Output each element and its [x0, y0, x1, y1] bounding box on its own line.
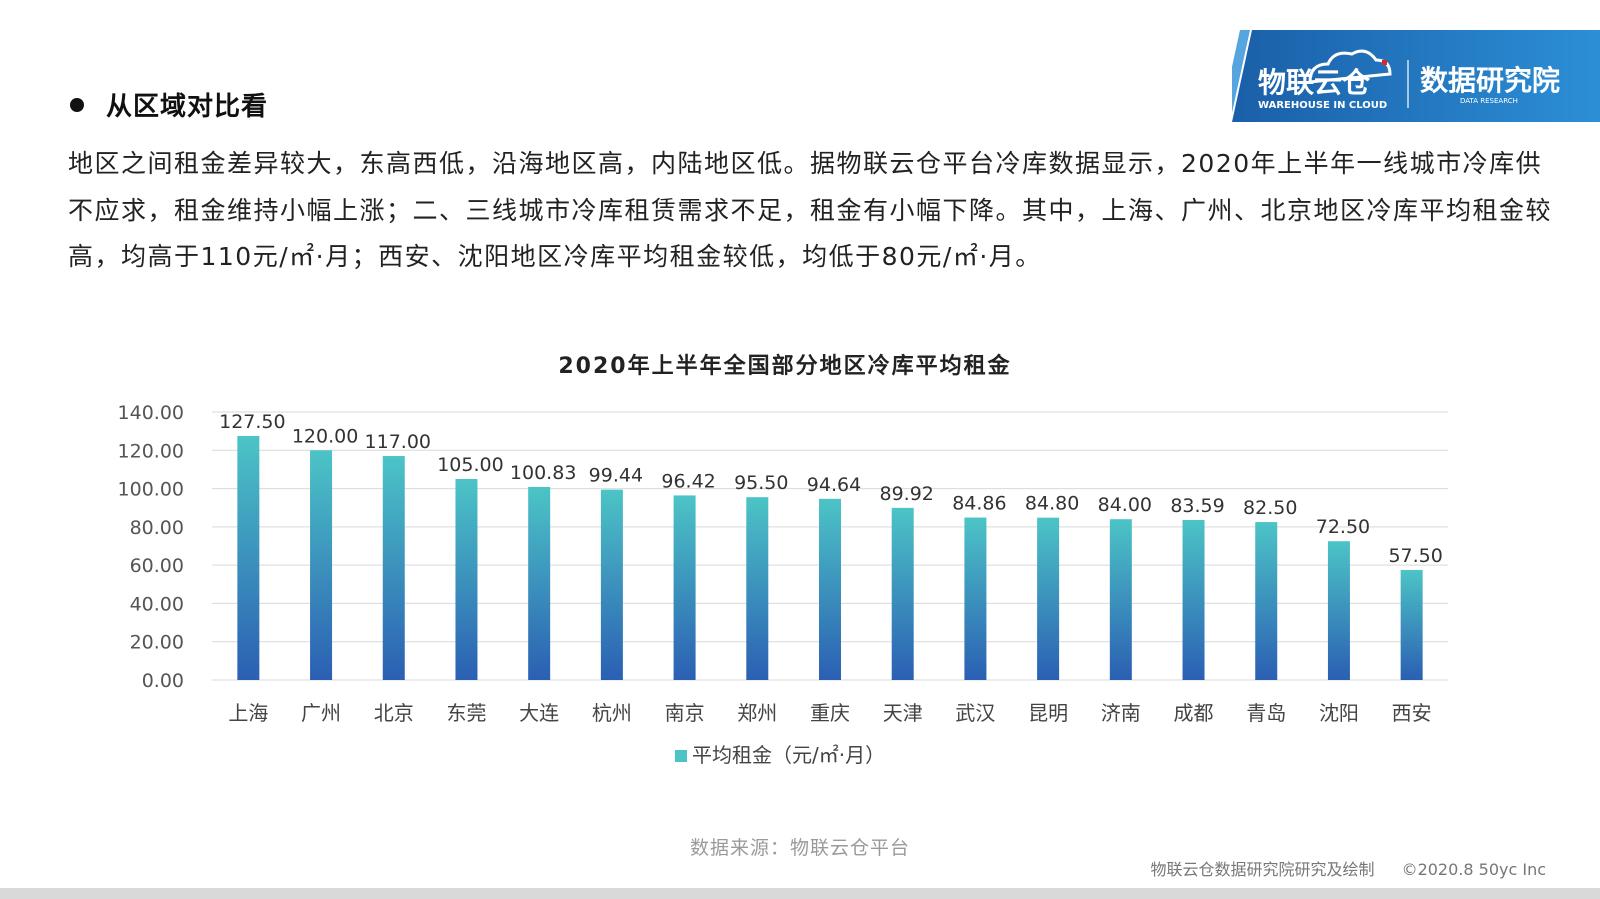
x-tick-label: 南京: [665, 701, 705, 725]
x-tick-label: 重庆: [810, 701, 850, 725]
data-label: 96.42: [661, 470, 715, 492]
accent-square: [1382, 60, 1387, 65]
bar: [673, 495, 696, 680]
y-tick-label: 60.00: [130, 555, 184, 577]
data-label: 99.44: [589, 465, 643, 487]
x-tick-label: 北京: [374, 701, 414, 725]
bullet-icon: [70, 97, 84, 112]
bar: [237, 435, 260, 680]
x-tick-label: 西安: [1392, 701, 1432, 725]
x-tick-label: 郑州: [737, 701, 777, 725]
intro-paragraph: 地区之间租金差异较大，东高西低，沿海地区高，内陆地区低。据物联云仓平台冷库数据显…: [68, 149, 1553, 271]
source-note: 数据来源：物联云仓平台: [689, 837, 910, 859]
data-label: 120.00: [292, 425, 358, 447]
logo-brand-en: WAREHOUSE IN CLOUD: [1258, 100, 1387, 111]
bar: [1400, 569, 1423, 680]
bar: [1182, 519, 1205, 680]
bar: [310, 450, 333, 680]
bar: [1327, 541, 1350, 680]
data-label: 57.50: [1388, 545, 1442, 567]
x-tick-label: 广州: [301, 701, 341, 725]
logo-graphic: 物联云仓 WAREHOUSE IN CLOUD 数据研究院 DATA RESEA…: [1232, 30, 1600, 122]
logo-banner: 物联云仓 WAREHOUSE IN CLOUD 数据研究院 DATA RESEA…: [1232, 30, 1600, 122]
section-title: 从区域对比看: [106, 92, 269, 122]
data-label: 89.92: [880, 483, 934, 505]
y-tick-label: 80.00: [130, 517, 184, 539]
bar: [1109, 519, 1132, 680]
bar: [528, 486, 551, 680]
x-tick-label: 上海: [228, 701, 268, 725]
data-label: 84.80: [1025, 493, 1079, 515]
data-label: 94.64: [807, 474, 861, 496]
legend-swatch: [675, 750, 687, 762]
bar: [600, 489, 623, 680]
logo-brand-cn: 物联云仓: [1258, 66, 1371, 99]
data-label: 84.86: [952, 493, 1006, 515]
data-label: 83.59: [1170, 495, 1224, 517]
y-tick-label: 40.00: [130, 593, 184, 615]
data-label: 100.83: [510, 462, 576, 484]
data-label: 127.50: [219, 411, 285, 433]
bar: [746, 497, 769, 680]
data-label: 117.00: [365, 431, 431, 453]
bar: [455, 479, 478, 680]
copyright-text: ©2020.8 50yc Inc: [1401, 860, 1546, 879]
x-tick-label: 青岛: [1246, 701, 1286, 725]
section-heading: 从区域对比看: [70, 86, 268, 123]
x-tick-label: 天津: [883, 701, 923, 725]
chart-area: 2020年上半年全国部分地区冷库平均租金 0.00 20.00 40.00 60.00…: [0, 340, 1600, 780]
logo-background: [1232, 30, 1600, 122]
y-tick-label: 120.00: [118, 440, 184, 462]
x-tick-label: 昆明: [1028, 701, 1068, 725]
y-tick-label: 0.00: [142, 670, 184, 692]
x-tick-label: 济南: [1101, 701, 1141, 725]
logo-institute-en: DATA RESEARCH: [1460, 97, 1518, 105]
logo-institute-cn: 数据研究院: [1420, 64, 1560, 97]
chart-title: 2020年上半年全国部分地区冷库平均租金: [558, 353, 1011, 379]
x-tick-label: 武汉: [955, 701, 995, 725]
bar: [819, 498, 841, 680]
x-tick-label: 杭州: [592, 701, 632, 725]
bar: [1037, 517, 1060, 680]
bar: [382, 456, 405, 680]
y-tick-label: 140.00: [118, 402, 184, 424]
data-label: 72.50: [1316, 516, 1370, 538]
data-label: 84.00: [1098, 494, 1152, 516]
bar: [891, 507, 914, 680]
data-label: 82.50: [1243, 497, 1297, 519]
legend-label: 平均租金（元/㎡·月）: [692, 743, 885, 767]
data-label: 95.50: [734, 472, 788, 494]
bar: [1255, 522, 1278, 680]
bar: [964, 517, 987, 680]
credit-line: 物联云仓数据研究院研究及绘制 ©2020.8 50yc Inc: [1128, 856, 1546, 880]
x-tick-label: 大连: [519, 701, 559, 725]
x-tick-label: 成都: [1174, 701, 1214, 725]
x-tick-label: 东莞: [446, 701, 486, 725]
credit-text: 物联云仓数据研究院研究及绘制: [1150, 860, 1375, 879]
y-tick-label: 100.00: [118, 479, 184, 501]
x-tick-label: 沈阳: [1319, 701, 1359, 725]
bar-chart: 2020年上半年全国部分地区冷库平均租金 0.00 20.00 40.00 60.00…: [118, 353, 1448, 767]
bottom-bar: [0, 888, 1600, 899]
data-label: 105.00: [437, 454, 503, 476]
y-tick-label: 20.00: [130, 632, 184, 654]
